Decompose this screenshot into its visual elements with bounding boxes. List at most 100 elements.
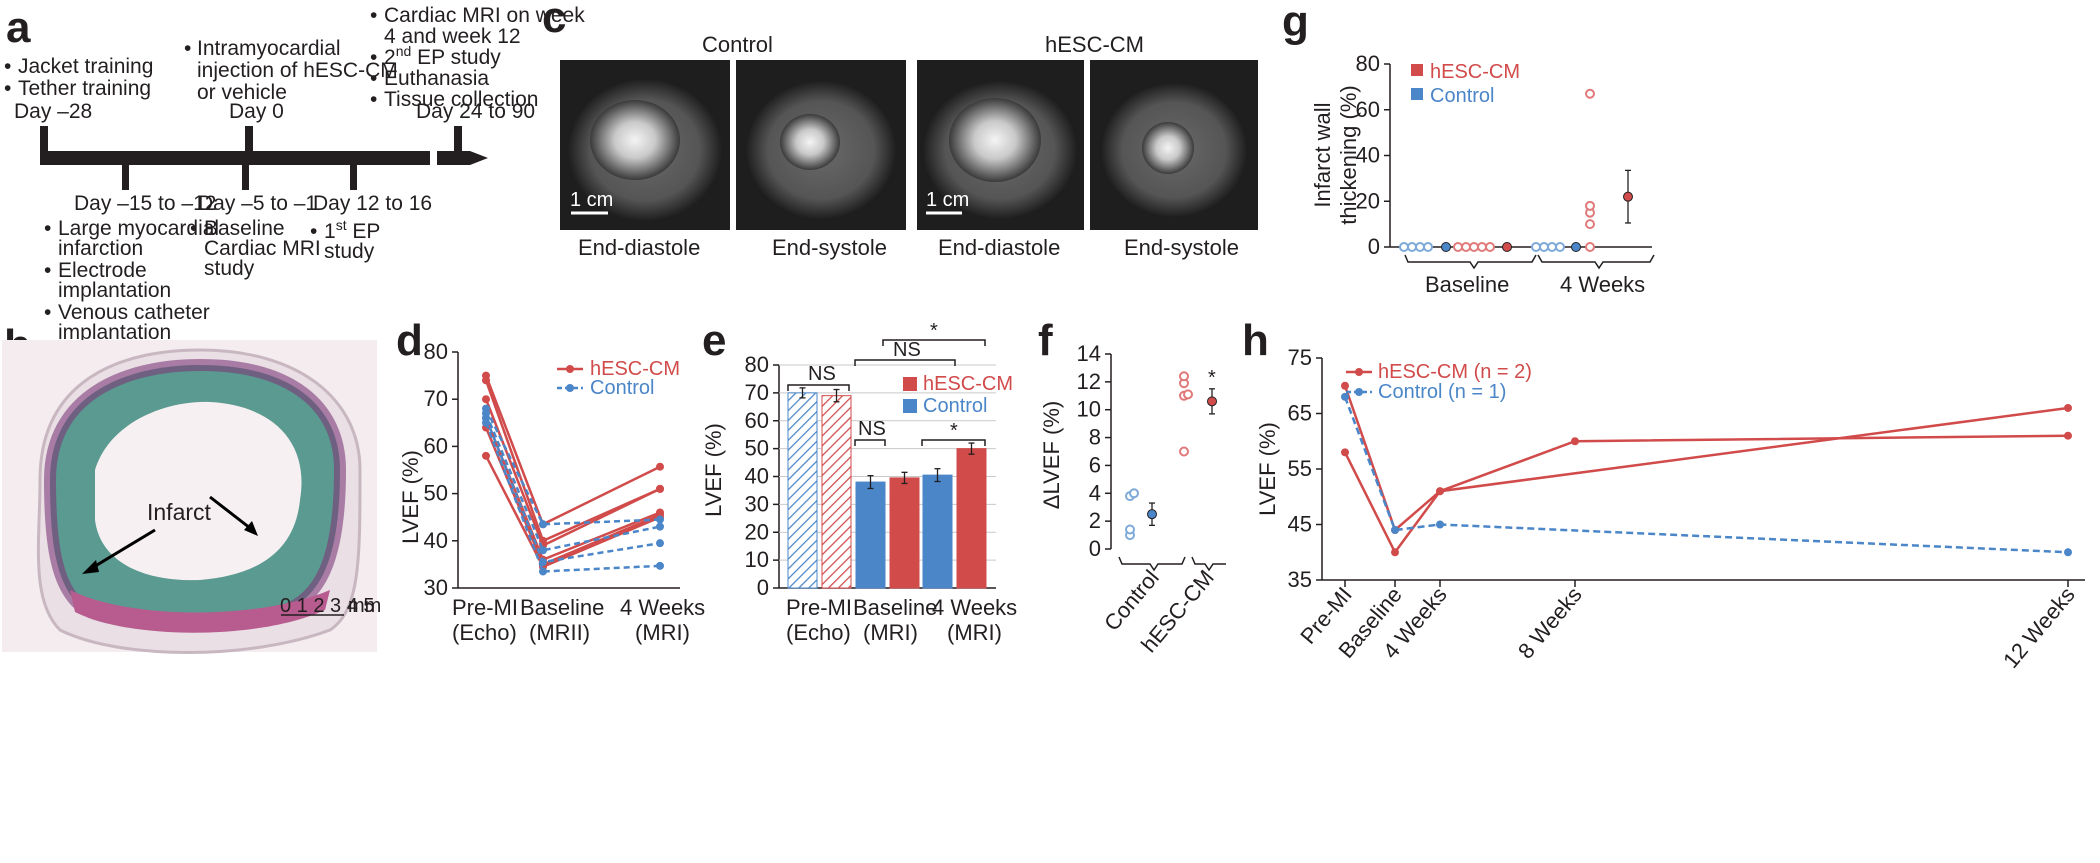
e-bracket-ns-premi	[787, 384, 850, 391]
note-catheter-line2: implantation	[58, 321, 171, 344]
g-data-point-hesc-cm	[1469, 242, 1479, 252]
mri-phase-3: End-diastole	[938, 235, 1060, 260]
g-legend-hesc: hESC-CM	[1430, 61, 1520, 83]
d-data-point	[482, 395, 490, 404]
d-series-line-hesc-cm	[484, 427, 661, 567]
note-1st-ep-line1: 1st EP	[324, 217, 380, 243]
note-mi-line1: Large myocardial	[58, 217, 219, 240]
panel-label-d: d	[396, 316, 423, 365]
e-annotation-star-top: *	[930, 320, 938, 342]
e-xlabel-4weeks-2: (MRI)	[947, 620, 1002, 645]
d-data-point	[482, 451, 490, 460]
h-data-point	[1391, 548, 1399, 557]
day-label-minus5: Day –5 to –1	[198, 192, 317, 215]
mri-scale-label: 1 cm	[570, 189, 613, 211]
note-baseline-line2: Cardiac MRI	[204, 237, 321, 260]
h-data-point	[2064, 431, 2072, 440]
e-ylabel: LVEF (%)	[701, 423, 726, 517]
e-annotation-ns-baseline: NS	[858, 418, 886, 440]
d-data-point	[482, 418, 490, 427]
d-xlabel-4weeks-2: (MRI)	[635, 620, 690, 645]
g-xlabel-4weeks: 4 Weeks	[1560, 272, 1645, 297]
g-y-tick-label: 80	[1356, 51, 1380, 76]
e-legend-hesc: hESC-CM	[923, 373, 1013, 395]
mri-image-control-diastole	[560, 60, 730, 230]
infarct-arrow-left	[91, 528, 156, 570]
h-legend-control: Control (n = 1)	[1378, 381, 1506, 403]
e-bracket-star-4weeks	[921, 439, 986, 446]
day-label-minus28: Day –28	[14, 100, 92, 123]
h-data-point	[1436, 520, 1444, 529]
g-data-point-control	[1423, 242, 1433, 252]
mri-scale-label: 1 cm	[926, 189, 969, 211]
d-data-point	[656, 561, 664, 570]
arrowhead-icon	[244, 521, 258, 536]
d-data-marks	[482, 371, 664, 576]
bullet: •	[310, 220, 317, 243]
g-xlabel-baseline: Baseline	[1425, 272, 1509, 297]
g-bracket-baseline	[1404, 254, 1537, 270]
day-label-0: Day 0	[229, 100, 284, 123]
g-mean-point	[1502, 242, 1512, 252]
panel-label-h: h	[1242, 316, 1269, 365]
e-bar-control	[855, 481, 886, 589]
h-x-tick-label: 12 Weeks	[1998, 582, 2080, 673]
scale-bar-ticks: 0 1 2 3 4 5	[280, 595, 375, 617]
f-y-tick-label: 6	[1089, 452, 1101, 477]
e-xlabel-premi-2: (Echo)	[786, 620, 851, 645]
histology-cavity	[95, 401, 302, 581]
g-y-tick-label: 20	[1356, 188, 1380, 213]
e-bar-hesc-cm	[956, 448, 987, 589]
f-data-point-hesc-cm	[1183, 389, 1193, 400]
h-data-point	[1571, 437, 1579, 446]
note-jacket-training: Jacket training	[18, 55, 153, 78]
d-series-line-control	[484, 408, 661, 526]
e-y-tick-label: 50	[745, 436, 769, 461]
g-data-point-hesc-cm	[1453, 242, 1463, 252]
note-electrode-line1: Electrode	[58, 259, 147, 282]
panel-b-histology: b Infarct 0 1 2 3 4 5 mm	[2, 321, 381, 654]
d-y-tick-label: 30	[424, 575, 448, 600]
h-data-point	[1391, 526, 1399, 535]
note-baseline-line3: study	[204, 257, 255, 280]
d-xlabel-premi-1: Pre-MI	[452, 595, 518, 620]
g-ylabel-line1: Infarct wall	[1310, 102, 1335, 207]
f-y-tick-label: 14	[1077, 341, 1101, 366]
f-y-tick-label: 12	[1077, 369, 1101, 394]
note-catheter-line1: Venous catheter	[58, 301, 210, 324]
g-data-point-control	[1547, 242, 1557, 252]
f-data-point-control	[1129, 488, 1139, 499]
arrowhead-icon	[82, 560, 99, 574]
g-data-point-hesc-cm	[1477, 242, 1487, 252]
bullet: •	[370, 46, 377, 69]
d-data-point	[656, 539, 664, 548]
timeline-bar	[40, 151, 430, 165]
note-2nd-ep: 2nd EP study	[384, 43, 501, 69]
note-euthanasia: Euthanasia	[384, 67, 489, 90]
e-legend-control: Control	[923, 395, 987, 417]
note-injection-line1: Intramyocardial	[197, 37, 341, 60]
h-legend-hesc: hESC-CM (n = 2)	[1378, 361, 1532, 383]
e-y-tick-label: 10	[745, 547, 769, 572]
f-data-marks: *	[1125, 367, 1217, 541]
h-y-ticks: 35 45 55 65 75	[1288, 345, 1322, 592]
panel-a-timeline: a • Jacket training • Tether training Da…	[4, 3, 585, 344]
d-legend-control: Control	[590, 377, 654, 399]
bullet: •	[44, 301, 51, 324]
panel-label-a: a	[6, 3, 31, 52]
g-data-point-hesc-cm	[1461, 242, 1471, 252]
g-mean-point	[1623, 191, 1633, 202]
d-data-point	[539, 567, 547, 576]
mri-image-hesc-systole	[1090, 60, 1258, 230]
g-data-point-control	[1399, 242, 1409, 252]
d-y-tick-label: 60	[424, 433, 448, 458]
h-x-tick-label: 8 Weeks	[1513, 582, 1587, 663]
d-xlabel-baseline-1: Baseline	[520, 595, 604, 620]
h-y-tick-label: 75	[1288, 345, 1312, 370]
e-xlabel-4weeks-1: 4 Weeks	[932, 595, 1017, 620]
d-data-point	[656, 462, 664, 471]
panel-label-c: c	[542, 0, 566, 42]
